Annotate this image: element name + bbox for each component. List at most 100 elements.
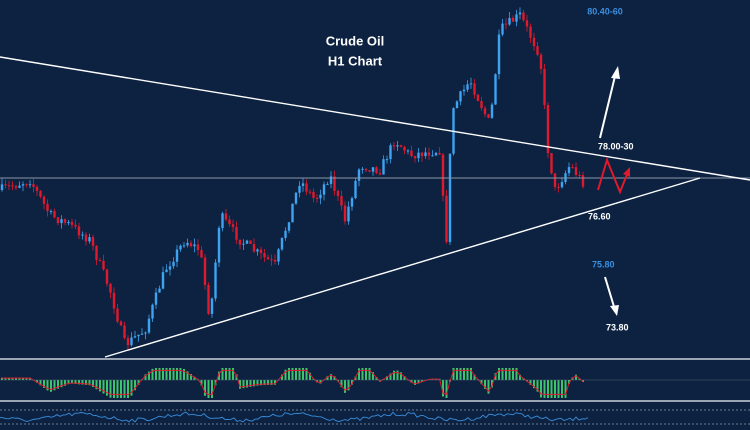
candle-body <box>361 168 364 170</box>
macd-bar <box>50 380 52 392</box>
macd-bar <box>305 368 308 380</box>
candle-body <box>214 262 217 299</box>
arrow-head <box>610 305 619 316</box>
candle-body <box>210 298 214 314</box>
candle-body <box>490 104 494 118</box>
macd-bar <box>288 368 290 380</box>
candle-body <box>567 167 571 174</box>
candle-body <box>235 227 238 240</box>
candle-body <box>501 23 504 35</box>
macd-bar <box>64 380 66 386</box>
macd-bar <box>263 380 266 386</box>
macd-bar <box>547 380 549 398</box>
candle-body <box>81 234 84 236</box>
candle-body <box>368 170 371 172</box>
candle-body <box>0 184 4 190</box>
candle-body <box>287 222 291 231</box>
macd-bar <box>372 372 374 380</box>
candle-body <box>186 242 189 246</box>
candle-body <box>375 167 378 174</box>
macd-bar <box>221 368 224 380</box>
macd-bar <box>375 376 378 380</box>
candle-body <box>305 183 308 192</box>
candle-body <box>539 54 543 69</box>
candle-body <box>340 196 343 206</box>
candle-body <box>74 224 77 227</box>
candle-body <box>133 336 137 338</box>
candle-body <box>266 257 270 260</box>
macd-bar <box>351 380 353 385</box>
candle-body <box>158 288 161 293</box>
arrow-up <box>599 71 617 139</box>
macd-bar <box>347 380 350 391</box>
arrow-head <box>611 66 620 79</box>
candle-body <box>203 257 207 285</box>
macd-bar <box>106 380 108 396</box>
candle-body <box>284 230 287 238</box>
macd-bar <box>365 368 367 380</box>
candle-body <box>424 152 427 157</box>
macd-bar <box>36 380 38 383</box>
candle-body <box>511 17 515 22</box>
macd-bar <box>368 368 371 380</box>
macd-bar <box>445 380 448 398</box>
annotation-label: 75.80 <box>592 259 615 269</box>
macd-bar <box>393 370 395 380</box>
macd-bar <box>498 368 500 380</box>
annotation-label: 80.40-60 <box>587 6 623 16</box>
macd-bar <box>568 380 570 384</box>
candle-body <box>557 186 560 188</box>
macd-bar <box>400 372 402 380</box>
candle-body <box>151 304 154 319</box>
macd-bar <box>501 368 504 380</box>
macd-bar <box>120 380 122 398</box>
macd-bar <box>1 377 3 380</box>
macd-bar <box>564 380 567 398</box>
candle-body <box>364 168 368 171</box>
macd-bar <box>480 380 483 385</box>
macd-bar <box>274 380 276 385</box>
candle-body <box>396 145 399 147</box>
candle-body <box>242 243 245 245</box>
candle-body <box>21 184 25 186</box>
macd-bar <box>529 380 532 385</box>
candle-body <box>406 150 410 152</box>
candle-body <box>102 260 105 270</box>
macd-bar <box>186 371 189 380</box>
macd-bar <box>183 368 185 380</box>
macd-bar <box>228 368 231 380</box>
candle-body <box>385 159 389 161</box>
macd-bar <box>330 374 332 380</box>
macd-bar <box>536 380 539 392</box>
candle-body <box>224 213 228 220</box>
candle-body <box>231 224 235 228</box>
candle-body <box>441 154 445 196</box>
macd-bar <box>88 380 91 386</box>
macd-bar <box>92 380 94 388</box>
candle-body <box>476 94 480 102</box>
candle-body <box>238 239 242 245</box>
arrow-head <box>623 167 630 177</box>
macd-bar <box>18 377 21 380</box>
candle-body <box>175 249 179 262</box>
annotations: 80.40-60 78.00-30 76.60 75.80 73.80 <box>587 6 633 332</box>
macd-bar <box>53 380 56 391</box>
candle-body <box>574 167 578 176</box>
candle-body <box>315 197 319 199</box>
candle-body <box>11 185 14 187</box>
candle-body <box>245 240 249 244</box>
macd-bar <box>162 368 164 380</box>
candle-body <box>112 292 116 309</box>
candle-body <box>39 190 42 197</box>
candle-body <box>154 292 158 305</box>
candle-body <box>193 244 196 247</box>
candle-body <box>347 206 350 222</box>
macd-bar <box>113 380 115 398</box>
macd-bar <box>172 368 175 380</box>
macd-bar <box>302 368 304 380</box>
candle-body <box>515 14 518 22</box>
macd-bar <box>512 368 514 380</box>
macd-bar <box>267 380 269 386</box>
macd-bar <box>127 380 129 398</box>
candle-body <box>431 155 434 157</box>
